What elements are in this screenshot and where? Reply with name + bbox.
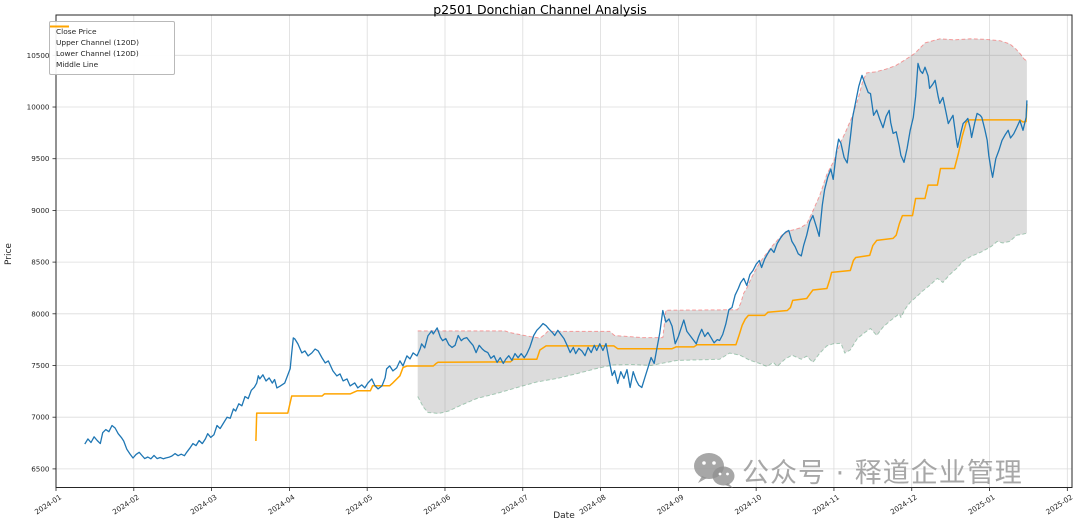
watermark-text: 公众号 · 释道企业管理	[742, 457, 1023, 489]
watermark: 公众号 · 释道企业管理	[692, 450, 1023, 490]
svg-text:2024-03: 2024-03	[189, 493, 219, 517]
chart-title: p2501 Donchian Channel Analysis	[433, 2, 647, 17]
svg-text:9000: 9000	[31, 206, 50, 215]
svg-text:2024-10: 2024-10	[733, 492, 763, 516]
legend: Close Price Upper Channel (120D) Lower C…	[49, 21, 175, 75]
svg-text:2024-02: 2024-02	[111, 493, 141, 517]
legend-item-close-price: Close Price	[50, 25, 168, 37]
svg-text:6500: 6500	[31, 464, 50, 473]
legend-label-middle-line: Middle Line	[56, 60, 99, 69]
svg-text:8500: 8500	[31, 258, 50, 267]
wechat-icon	[694, 453, 735, 488]
legend-item-lower-channel: Lower Channel (120D)	[50, 25, 168, 59]
svg-text:2024-06: 2024-06	[422, 492, 452, 516]
svg-text:2025-01: 2025-01	[966, 493, 996, 517]
svg-text:2024-11: 2024-11	[811, 493, 841, 517]
svg-text:7000: 7000	[31, 413, 50, 422]
svg-text:2025-02: 2025-02	[1044, 493, 1074, 517]
legend-label-upper-channel: Upper Channel (120D)	[56, 38, 139, 47]
svg-text:2024-05: 2024-05	[344, 493, 374, 517]
x-axis-label: Date	[553, 511, 575, 520]
svg-text:2024-04: 2024-04	[266, 492, 296, 516]
svg-text:10500: 10500	[27, 51, 50, 60]
svg-text:9500: 9500	[31, 154, 50, 163]
svg-text:2024-09: 2024-09	[655, 492, 685, 516]
svg-text:7500: 7500	[31, 361, 50, 370]
svg-text:2024-12: 2024-12	[889, 493, 919, 517]
svg-text:2024-01: 2024-01	[33, 493, 63, 517]
y-axis-label: Price	[4, 243, 14, 265]
legend-item-upper-channel: Upper Channel (120D)	[50, 25, 168, 48]
legend-label-close-price: Close Price	[56, 27, 97, 36]
legend-label-lower-channel: Lower Channel (120D)	[56, 49, 139, 58]
legend-swatch-middle-line	[50, 25, 69, 28]
legend-item-middle-line: Middle Line	[50, 25, 168, 70]
svg-text:10000: 10000	[27, 103, 50, 112]
svg-text:8000: 8000	[31, 309, 50, 318]
